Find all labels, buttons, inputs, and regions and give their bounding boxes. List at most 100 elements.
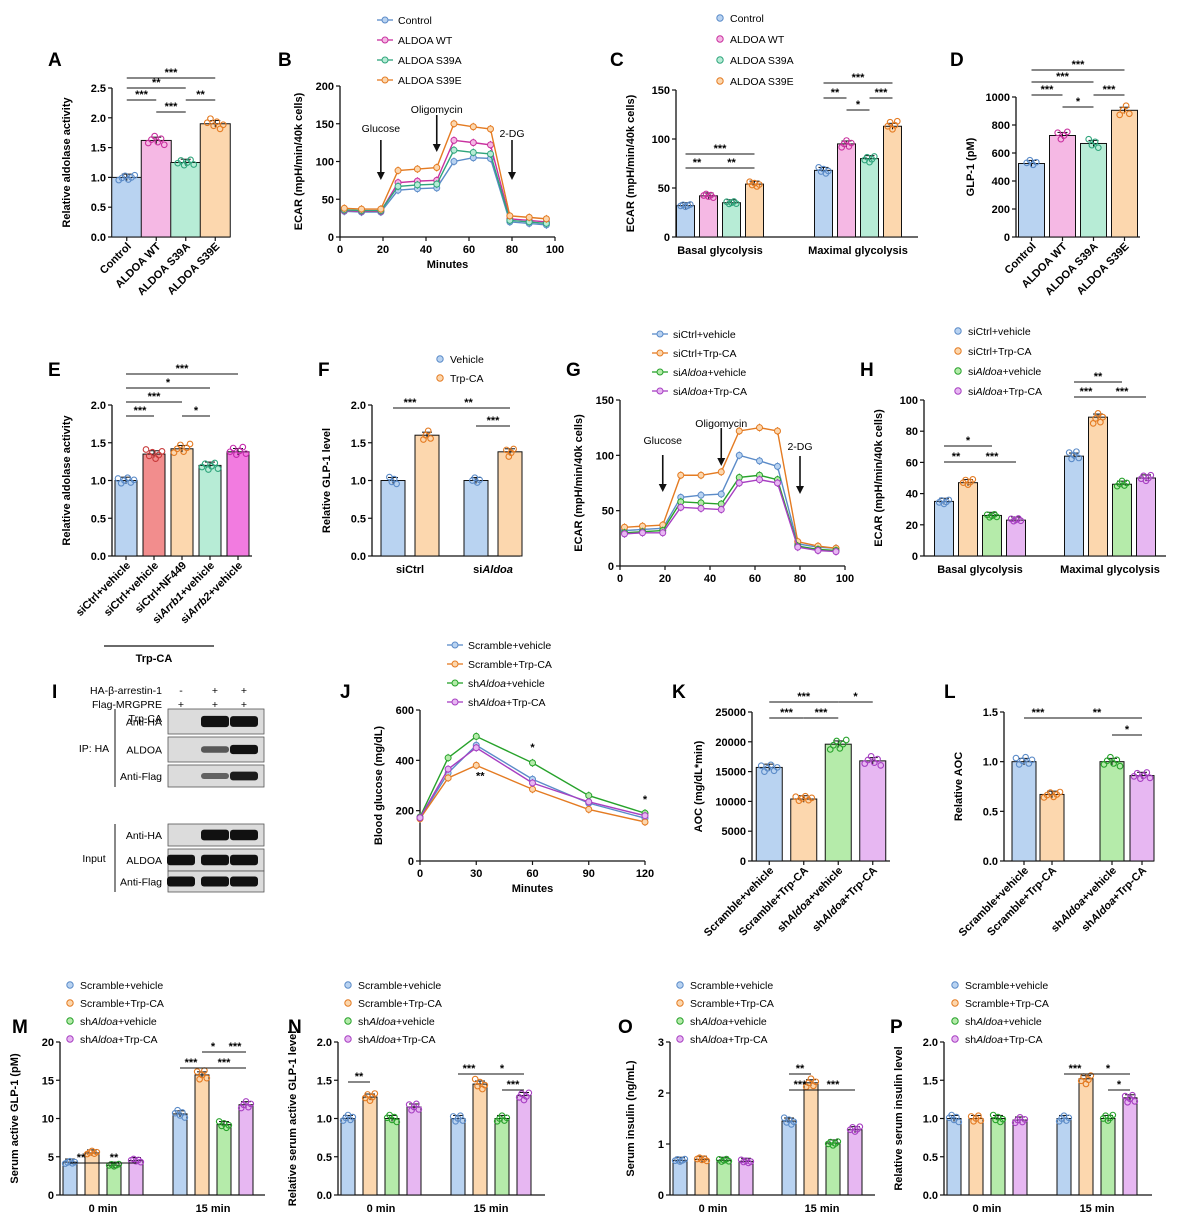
y-tick-label: 0.5: [91, 513, 106, 525]
legend-marker: [676, 981, 684, 989]
data-point: [142, 446, 150, 453]
data-point: [1075, 454, 1083, 462]
data-point: [427, 435, 434, 442]
bar: [1122, 1097, 1138, 1196]
data-point: [993, 513, 1001, 521]
data-point: [207, 115, 214, 123]
data-point: [525, 213, 533, 221]
data-point: [807, 1075, 815, 1083]
y-tick-label: 0.0: [351, 551, 366, 563]
bar: [172, 1113, 188, 1196]
condition-mark: +: [241, 685, 247, 697]
data-point: [471, 1075, 479, 1083]
data-point: [833, 737, 841, 745]
significance-label: ***: [507, 1079, 521, 1091]
x-axis-label: Minutes: [427, 259, 469, 271]
data-point: [697, 471, 705, 479]
legend-marker: [436, 374, 444, 382]
panel-G-axes: 0 50 100 150 ECAR (mpH/min/40k cells): [573, 395, 845, 573]
data-point: [824, 167, 832, 175]
data-point: [450, 146, 458, 154]
bar: [62, 1161, 78, 1196]
bar: [106, 1164, 122, 1196]
data-point: [393, 480, 400, 488]
bar: [238, 1104, 254, 1196]
data-point: [756, 476, 763, 484]
bar: [1039, 793, 1065, 862]
data-point: [1056, 788, 1064, 796]
bar: [1100, 1118, 1116, 1196]
y-tick-label: 50: [658, 183, 670, 195]
data-point: [216, 125, 224, 133]
data-point: [160, 141, 168, 149]
data-point: [450, 120, 458, 128]
data-point: [886, 118, 894, 126]
legend-marker: [66, 1017, 74, 1025]
data-point: [874, 755, 881, 763]
data-point: [686, 201, 694, 208]
legend-marker: [451, 679, 459, 687]
bar: [198, 464, 222, 557]
data-point: [1099, 413, 1107, 421]
y-tick-label: 100: [596, 450, 614, 462]
bar: [226, 451, 250, 557]
data-point: [732, 200, 740, 207]
significance-label: ***: [852, 72, 866, 84]
y-tick-label: 10000: [715, 796, 746, 808]
data-point: [639, 529, 646, 537]
y-tick-label: 1.5: [923, 1075, 938, 1087]
panel-letter: C: [610, 50, 624, 71]
x-tick-label: 90: [583, 868, 595, 880]
data-point: [459, 1117, 467, 1124]
data-point: [641, 812, 649, 820]
panel-P-legend: Scramble+vehicle Scramble+Trp-CA shAldoa+v…: [951, 980, 1049, 1046]
data-point: [542, 215, 550, 223]
y-tick-label: 1.0: [923, 1114, 938, 1126]
data-point: [893, 117, 901, 125]
bar: [1006, 519, 1026, 557]
y-axis-label: Relative AOC: [953, 752, 965, 821]
x-category-label: 15 min: [196, 1203, 231, 1215]
series-line: [419, 735, 646, 818]
data-point: [814, 547, 822, 555]
data-point: [1012, 754, 1020, 762]
bar: [790, 798, 818, 862]
blot-band: [167, 854, 195, 866]
data-point: [177, 441, 184, 449]
significance-label: ***: [1116, 386, 1130, 398]
legend-label: shAldoa+vehicle: [468, 678, 545, 690]
data-point: [790, 1118, 798, 1126]
bar: [1080, 142, 1107, 238]
x-tick-label: 60: [463, 244, 475, 256]
legend-label: Vehicle: [450, 354, 484, 366]
y-tick-label: 100: [316, 157, 334, 169]
legend-marker: [954, 347, 962, 355]
data-point: [774, 462, 781, 470]
data-point: [767, 761, 775, 769]
significance-label: **: [1093, 707, 1102, 719]
bar: [216, 1124, 232, 1196]
series-line: [419, 764, 646, 823]
data-point: [183, 444, 191, 452]
data-point: [349, 1113, 357, 1121]
condition-mark: +: [212, 699, 218, 711]
bar: [781, 1120, 797, 1196]
bar: [968, 1118, 984, 1196]
data-point: [1028, 756, 1036, 764]
legend-label: Scramble+vehicle: [690, 980, 773, 992]
data-point: [239, 443, 247, 451]
y-tick-label: 1.0: [351, 476, 366, 488]
annotation-label: Oligomycin: [695, 418, 747, 430]
data-point: [487, 141, 494, 149]
panel-J-axes: 0 200 400 600 Blood glucose (mg/dL): [373, 705, 645, 868]
y-axis-label: ECAR (mpH/min/40k cells): [573, 414, 585, 552]
bar: [803, 1082, 819, 1196]
data-point: [193, 1068, 201, 1076]
bar: [1049, 135, 1076, 238]
bar: [463, 480, 489, 557]
bar: [860, 158, 879, 238]
x-category-label: Basal glycolysis: [677, 245, 763, 257]
bar: [745, 183, 764, 238]
panel-C-bars: Basal glycolysis Maximal glycolysis***** *…: [676, 72, 908, 257]
